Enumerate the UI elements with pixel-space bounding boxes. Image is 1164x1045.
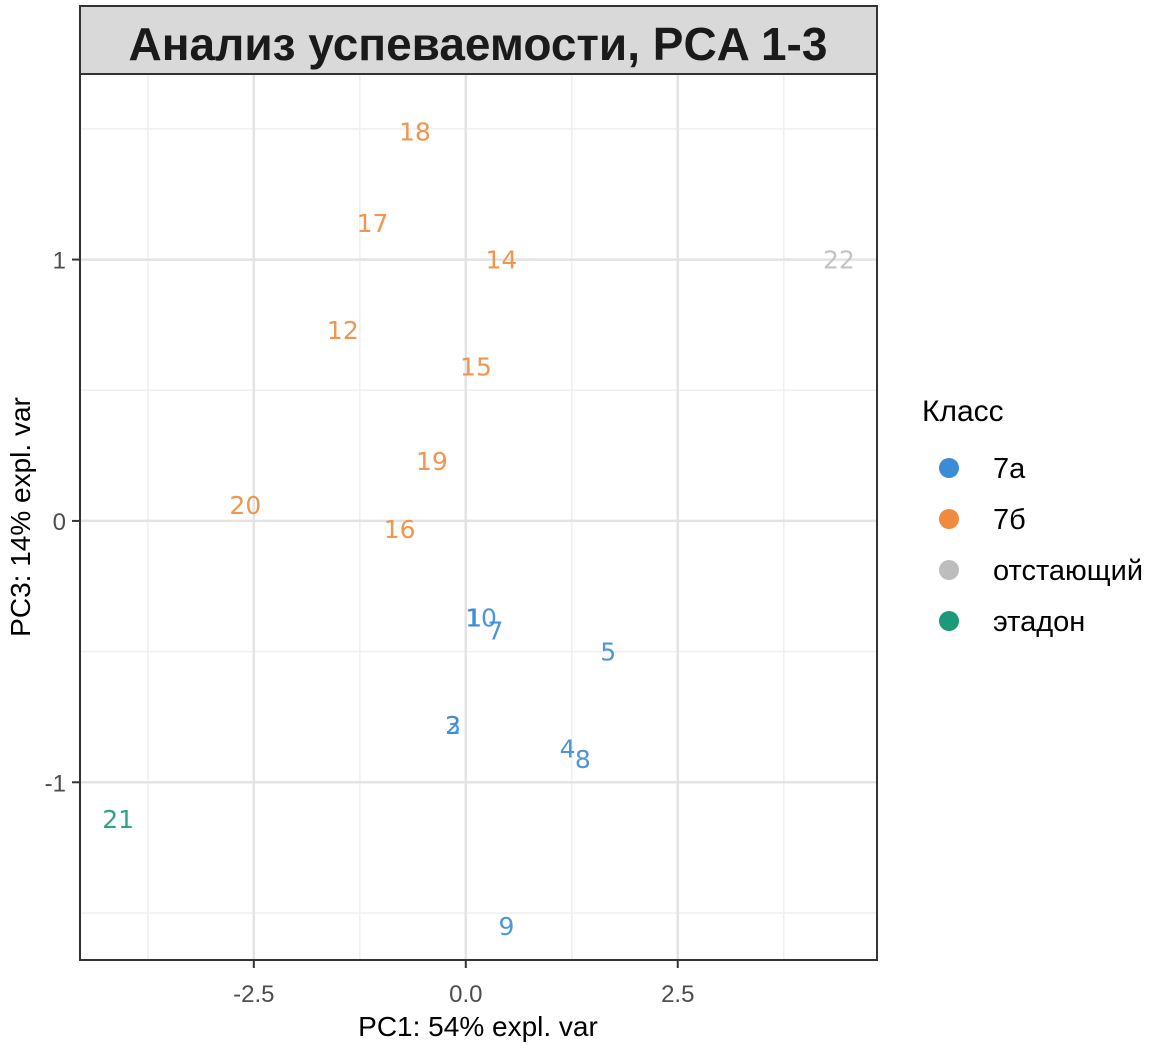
legend-key-dot xyxy=(939,509,959,529)
point-label: 18 xyxy=(399,117,431,146)
chart-title: Анализ успеваемости, PCA 1-3 xyxy=(129,18,828,70)
point-label: 21 xyxy=(102,805,134,834)
title-strip: Анализ успеваемости, PCA 1-3 xyxy=(79,5,878,75)
y-tick-label: 1 xyxy=(53,248,66,275)
x-axis: -2.5 0.0 2.5 xyxy=(233,960,694,1008)
y-axis-title: PC3: 14% expl. var xyxy=(5,397,36,637)
legend: Класс 7а 7б отстающий этадон xyxy=(922,395,1143,638)
x-axis-title: PC1: 54% expl. var xyxy=(358,1011,598,1042)
x-tick-label: 2.5 xyxy=(661,981,694,1008)
legend-entry-label: 7б xyxy=(993,504,1026,536)
legend-key-dot xyxy=(939,611,959,631)
legend-entry-label: отстающий xyxy=(993,555,1143,587)
grid-minor xyxy=(80,74,877,960)
x-tick-label: -2.5 xyxy=(233,981,274,1008)
legend-entry-label: этадон xyxy=(993,606,1085,638)
panel-border xyxy=(79,73,878,961)
y-tick-label: -1 xyxy=(45,770,66,797)
panel-background xyxy=(80,74,877,960)
point-label: 9 xyxy=(499,912,515,941)
point-label: 2 xyxy=(445,711,461,740)
point-label: 1 xyxy=(466,604,482,633)
legend-entry-label: 7а xyxy=(993,453,1026,485)
point-label: 16 xyxy=(384,515,416,544)
point-label: 4 xyxy=(560,734,576,763)
grid-major xyxy=(80,74,877,960)
legend-title: Класс xyxy=(922,395,1004,428)
point-label: 15 xyxy=(460,353,492,382)
x-tick-label: 0.0 xyxy=(449,981,482,1008)
title-strip-background xyxy=(79,5,878,75)
point-label: 12 xyxy=(327,316,359,345)
point-label: 22 xyxy=(823,246,855,275)
legend-key-dot xyxy=(939,560,959,580)
point-label: 19 xyxy=(416,447,448,476)
point-label: 3 xyxy=(445,711,461,740)
point-label: 10 xyxy=(465,604,497,633)
point-label: 5 xyxy=(600,638,616,667)
legend-entries: 7а 7б отстающий этадон xyxy=(939,453,1143,638)
y-axis: -1 0 1 xyxy=(45,248,80,797)
point-label: 7 xyxy=(488,617,504,646)
point-label: 8 xyxy=(575,745,591,774)
point-label: 17 xyxy=(357,209,389,238)
point-label: 20 xyxy=(229,491,261,520)
point-label: 14 xyxy=(485,246,517,275)
legend-key-dot xyxy=(939,458,959,478)
y-tick-label: 0 xyxy=(53,509,66,536)
